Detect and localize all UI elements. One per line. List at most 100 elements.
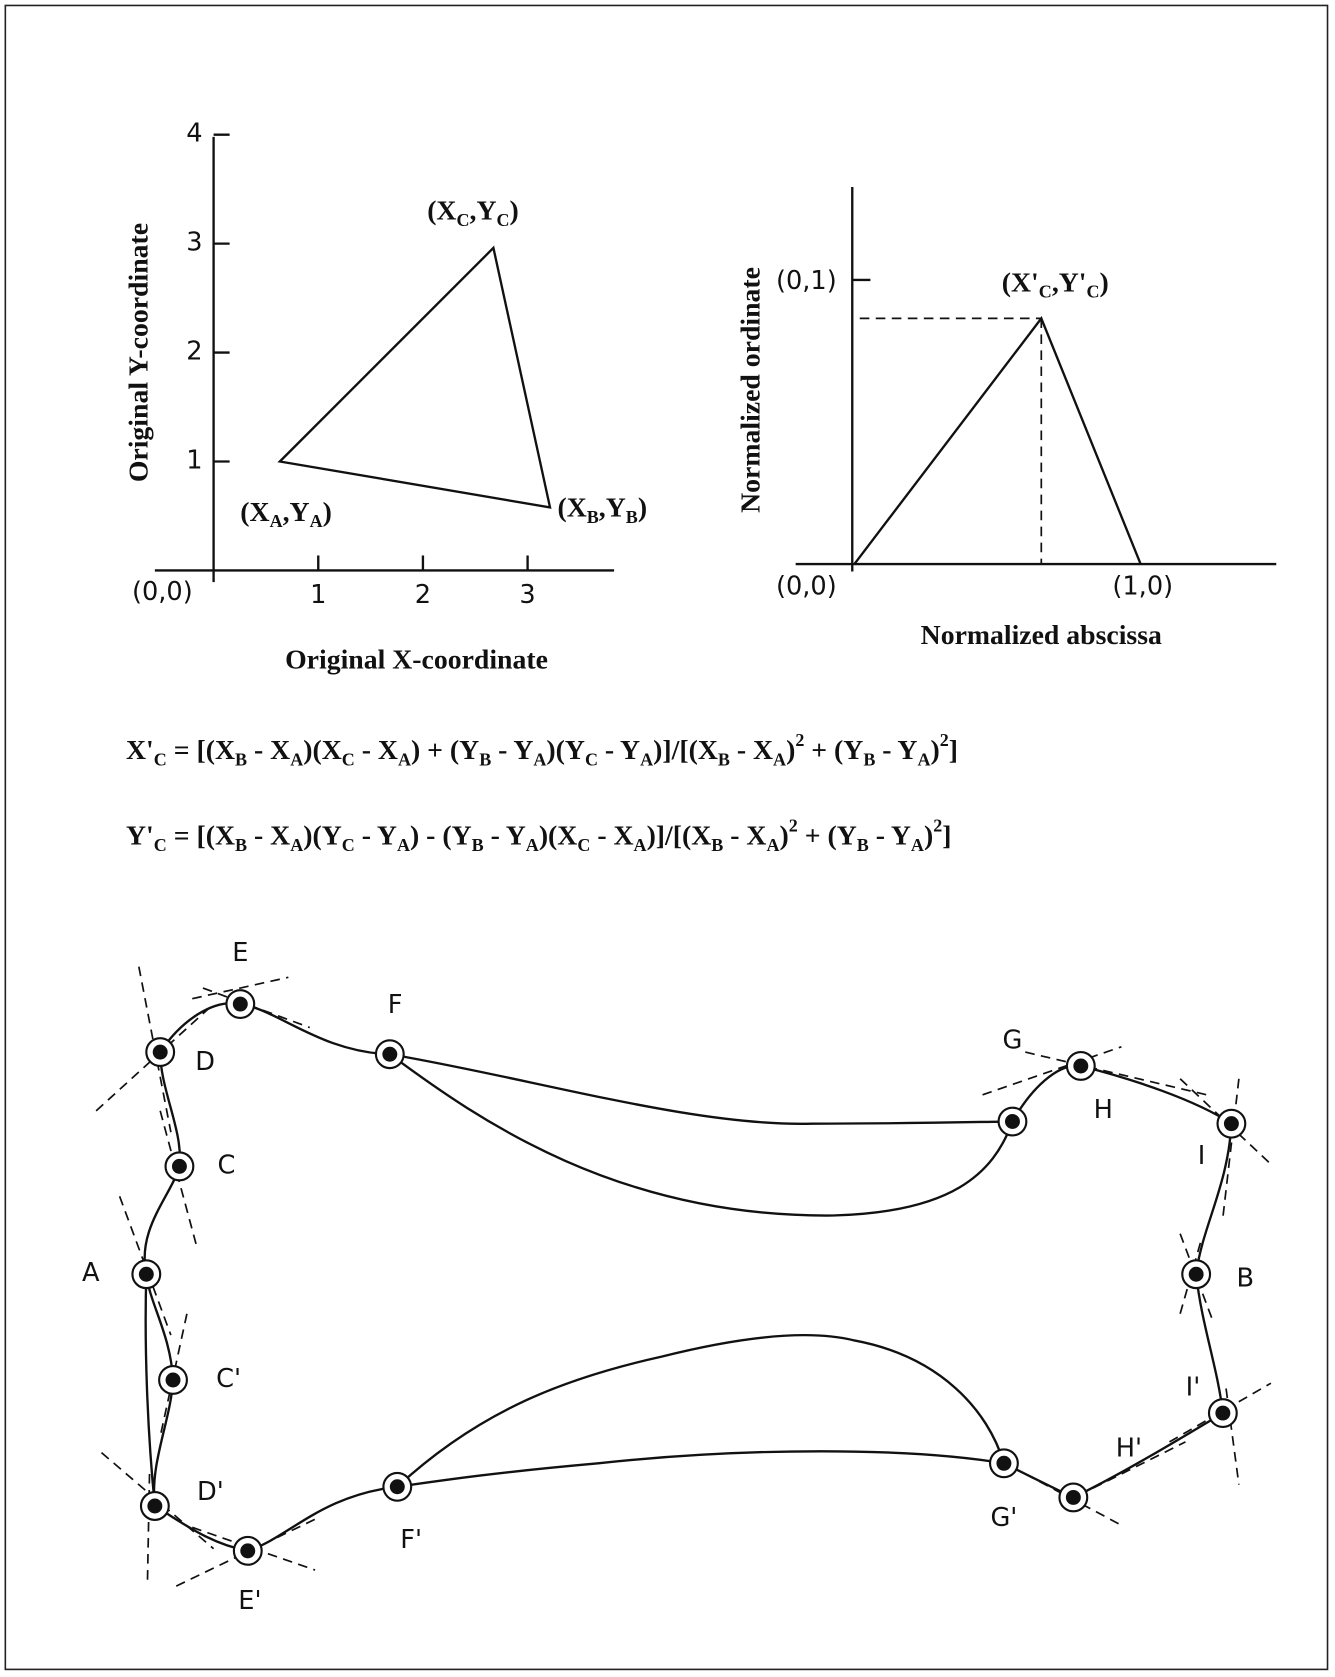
text-part: - Y — [355, 821, 397, 852]
script-part: C — [496, 210, 509, 230]
script-part: A — [526, 835, 539, 855]
text-part: ) — [638, 493, 647, 524]
text-part: - X — [730, 735, 773, 766]
script-part: A — [270, 511, 283, 531]
y-tick-label: 2 — [186, 337, 202, 367]
y-tick-label: 1 — [186, 445, 202, 475]
text-part: - X — [355, 735, 398, 766]
x-tick-label: (1,0) — [1112, 572, 1173, 602]
y-axis-label: Original Y-coordinate — [123, 223, 154, 482]
node-dot — [1004, 1114, 1020, 1129]
text-part: ) — [924, 821, 933, 852]
y-axis-label: Normalized ordinate — [735, 267, 766, 513]
script-part: B — [863, 750, 875, 770]
script-part: A — [533, 750, 546, 770]
x-tick-label: 2 — [415, 580, 431, 610]
script-part: A — [917, 750, 930, 770]
x-axis-label: Original X-coordinate — [285, 645, 548, 676]
script-part: B — [587, 507, 599, 527]
text-part: ,Y' — [1052, 268, 1087, 299]
script-part: C — [456, 210, 469, 230]
script-part: B — [711, 835, 723, 855]
script-part: A — [397, 835, 410, 855]
text-part: - Y — [491, 735, 533, 766]
node-label: I — [1198, 1141, 1206, 1171]
script-part: 2 — [789, 816, 798, 836]
node-dot — [240, 1543, 256, 1559]
triangle — [277, 245, 552, 509]
script-part: C — [585, 750, 598, 770]
script-part: A — [634, 835, 647, 855]
text-part: X' — [126, 735, 154, 766]
text-part: - Y — [484, 821, 526, 852]
node-label: G' — [990, 1503, 1017, 1533]
text-part: - X — [247, 821, 290, 852]
text-part: - Y — [869, 821, 911, 852]
script-part: A — [310, 511, 323, 531]
script-part: B — [479, 750, 491, 770]
origin-label: (0,0) — [132, 577, 193, 607]
tangent — [175, 1515, 321, 1587]
script-part: A — [290, 835, 303, 855]
text-part: )]/[(X — [653, 735, 718, 766]
text-part: - X — [590, 821, 633, 852]
text-part: )(Y — [546, 735, 585, 766]
x-tick-label: 1 — [310, 580, 326, 610]
script-part: C — [154, 835, 167, 855]
text-part: (X — [557, 493, 586, 524]
y-tick-label: (0,1) — [776, 266, 837, 296]
frame — [4, 4, 1329, 1671]
node-label: D' — [197, 1477, 224, 1507]
script-part: B — [235, 750, 247, 770]
text-part: (X' — [1002, 268, 1039, 299]
script-part: A — [766, 835, 779, 855]
text-part: ) - (Y — [410, 821, 472, 852]
script-part: 2 — [795, 730, 804, 750]
script-part: A — [640, 750, 653, 770]
tangent — [1169, 1382, 1272, 1443]
script-part: B — [857, 835, 869, 855]
contour-inner-left — [144, 1274, 157, 1507]
y-tick-label: 3 — [186, 228, 202, 258]
tangent — [118, 1195, 172, 1336]
node-dot — [165, 1372, 181, 1388]
node-label: F' — [400, 1525, 422, 1555]
node-dot — [152, 1044, 168, 1060]
script-part: A — [773, 750, 786, 770]
tangent — [95, 1003, 215, 1112]
node-dot — [1223, 1116, 1239, 1132]
x-tick-label: 3 — [519, 580, 535, 610]
script-part: B — [472, 835, 484, 855]
text-part: = [(X — [167, 821, 235, 852]
tangent — [192, 976, 289, 1000]
node-label: I' — [1186, 1373, 1201, 1403]
text-part: ) — [510, 196, 519, 227]
node-label: G — [1003, 1025, 1023, 1055]
text-part: ) — [786, 735, 795, 766]
text-part: ) — [323, 497, 332, 528]
script-part: A — [398, 750, 411, 770]
tangent — [1222, 1078, 1240, 1218]
node-label: E' — [238, 1586, 261, 1616]
formula-text: (XC,YC) — [427, 196, 519, 230]
text-part: = [(X — [167, 735, 235, 766]
script-part: B — [235, 835, 247, 855]
contour-outline — [143, 1002, 1233, 1553]
formula-text: (X'C,Y'C) — [1002, 268, 1109, 302]
text-part: ] — [949, 735, 958, 766]
text-part: ) — [780, 821, 789, 852]
text-part: - Y — [875, 735, 917, 766]
text-part: ,Y — [599, 493, 626, 524]
script-part: 2 — [933, 816, 942, 836]
contour-inner-lower — [396, 1333, 1006, 1488]
node-label: H — [1094, 1095, 1113, 1125]
node-label: E — [232, 938, 248, 968]
text-part: (X — [240, 497, 269, 528]
node-label: C — [217, 1150, 235, 1180]
node-dot — [1215, 1405, 1231, 1421]
tangent — [146, 1473, 151, 1587]
node-dot — [996, 1455, 1012, 1471]
text-part: )(X — [303, 735, 342, 766]
script-part: C — [1087, 282, 1100, 302]
